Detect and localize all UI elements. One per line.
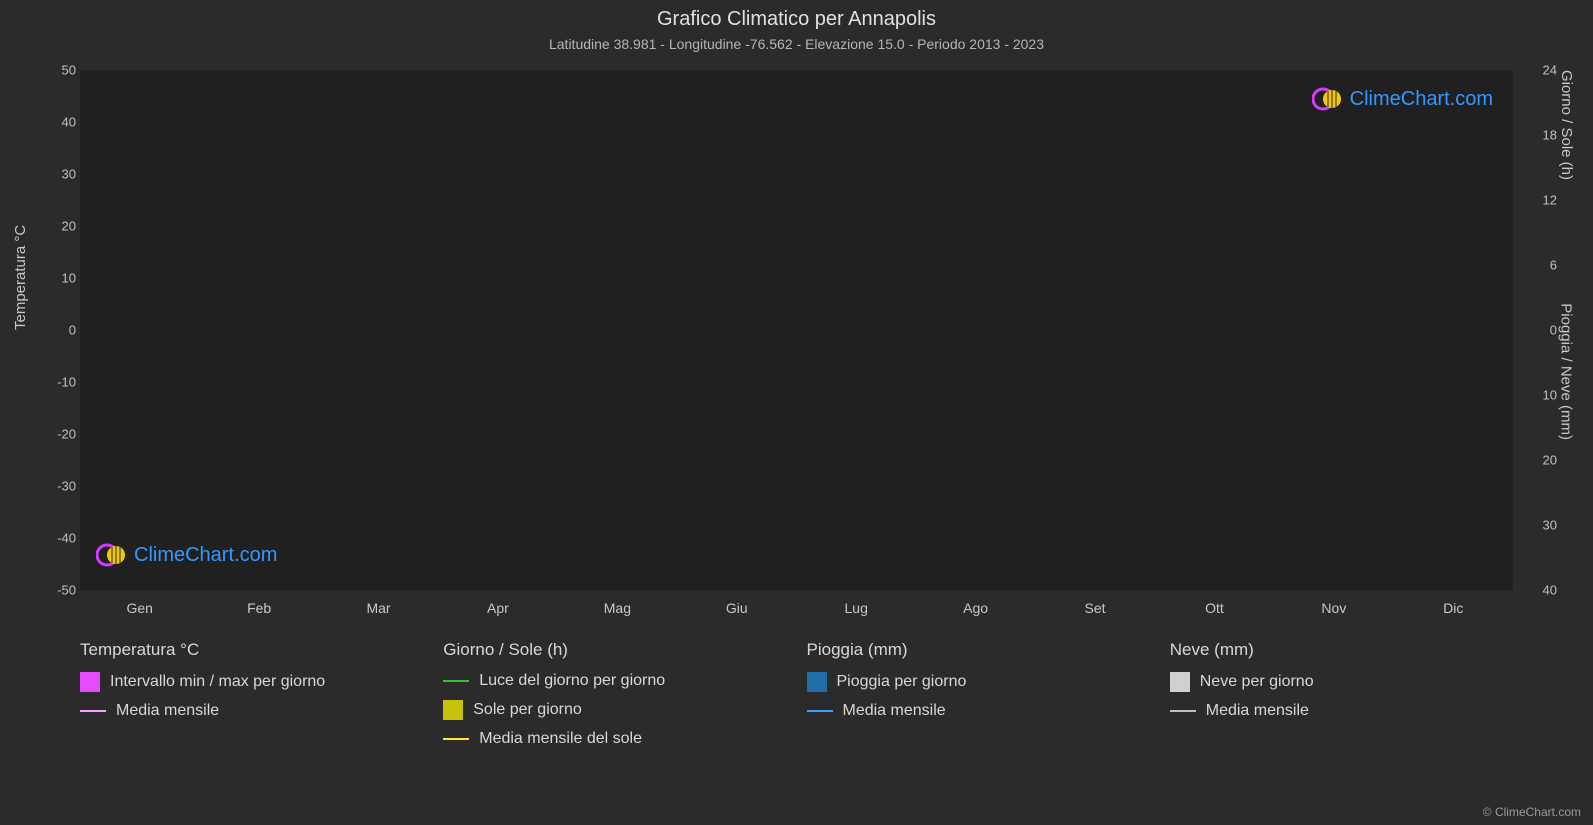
legend-item: Media mensile [807, 702, 1150, 720]
xtick-month: Gen [126, 600, 152, 616]
ytick-left: -10 [36, 375, 76, 390]
legend-title: Neve (mm) [1170, 640, 1513, 660]
watermark-top: ClimeChart.com [1312, 84, 1493, 114]
xtick-month: Mag [604, 600, 631, 616]
xtick-month: Ott [1205, 600, 1224, 616]
climechart-logo-icon [96, 540, 126, 570]
xtick-month: Feb [247, 600, 271, 616]
y-axis-right-bottom-label: Pioggia / Neve (mm) [1558, 303, 1575, 440]
y-axis-right-top-label: Giorno / Sole (h) [1558, 70, 1575, 180]
legend: Temperatura °C Intervallo min / max per … [80, 640, 1513, 748]
legend-title: Pioggia (mm) [807, 640, 1150, 660]
xtick-month: Apr [487, 600, 509, 616]
legend-sun: Giorno / Sole (h) Luce del giorno per gi… [443, 640, 786, 748]
xtick-month: Mar [366, 600, 390, 616]
legend-snow: Neve (mm) Neve per giorno Media mensile [1170, 640, 1513, 748]
legend-item: Intervallo min / max per giorno [80, 672, 423, 692]
legend-temperature: Temperatura °C Intervallo min / max per … [80, 640, 423, 748]
ytick-right-hours: 18 [1517, 128, 1557, 143]
chart-title: Grafico Climatico per Annapolis [0, 8, 1593, 31]
legend-item: Neve per giorno [1170, 672, 1513, 692]
swatch-icon [443, 700, 463, 720]
ytick-left: -20 [36, 427, 76, 442]
xtick-month: Nov [1321, 600, 1346, 616]
legend-item: Pioggia per giorno [807, 672, 1150, 692]
plot-area [80, 70, 1513, 590]
ytick-left: -30 [36, 479, 76, 494]
watermark-text: ClimeChart.com [1350, 88, 1493, 111]
ytick-right-mm: 40 [1517, 583, 1557, 598]
watermark-bottom: ClimeChart.com [96, 540, 277, 570]
chart-subtitle: Latitudine 38.981 - Longitudine -76.562 … [0, 36, 1593, 52]
xtick-month: Lug [845, 600, 868, 616]
xtick-month: Dic [1443, 600, 1463, 616]
legend-item: Luce del giorno per giorno [443, 672, 786, 690]
ytick-left: 10 [36, 271, 76, 286]
swatch-icon [80, 672, 100, 692]
climechart-logo-icon [1312, 84, 1342, 114]
line-icon [80, 710, 106, 712]
line-icon [443, 738, 469, 740]
legend-item: Media mensile del sole [443, 730, 786, 748]
ytick-right-hours: 0 [1517, 323, 1557, 338]
legend-item: Media mensile [1170, 702, 1513, 720]
swatch-icon [807, 672, 827, 692]
legend-title: Giorno / Sole (h) [443, 640, 786, 660]
xtick-month: Ago [963, 600, 988, 616]
ytick-left: 40 [36, 115, 76, 130]
ytick-right-hours: 24 [1517, 63, 1557, 78]
climate-chart: Grafico Climatico per Annapolis Latitudi… [0, 0, 1593, 825]
ytick-right-hours: 6 [1517, 258, 1557, 273]
ytick-right-mm: 20 [1517, 453, 1557, 468]
swatch-icon [1170, 672, 1190, 692]
y-axis-left-label: Temperatura °C [12, 225, 29, 330]
ytick-left: 50 [36, 63, 76, 78]
ytick-right-hours: 12 [1517, 193, 1557, 208]
ytick-left: -40 [36, 531, 76, 546]
line-icon [1170, 710, 1196, 712]
ytick-left: 20 [36, 219, 76, 234]
ytick-right-mm: 30 [1517, 518, 1557, 533]
ytick-left: -50 [36, 583, 76, 598]
legend-item: Sole per giorno [443, 700, 786, 720]
legend-item: Media mensile [80, 702, 423, 720]
xtick-month: Set [1085, 600, 1106, 616]
ytick-left: 0 [36, 323, 76, 338]
legend-title: Temperatura °C [80, 640, 423, 660]
watermark-text: ClimeChart.com [134, 544, 277, 567]
legend-rain: Pioggia (mm) Pioggia per giorno Media me… [807, 640, 1150, 748]
ytick-left: 30 [36, 167, 76, 182]
line-icon [443, 680, 469, 682]
line-icon [807, 710, 833, 712]
xtick-month: Giu [726, 600, 748, 616]
ytick-right-mm: 10 [1517, 388, 1557, 403]
copyright-text: © ClimeChart.com [1483, 805, 1581, 819]
